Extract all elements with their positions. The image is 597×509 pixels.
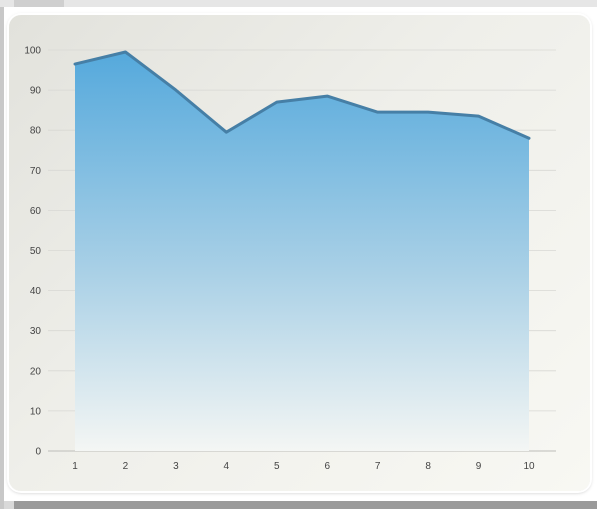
y-tick-label: 50 [30, 246, 42, 257]
x-tick-label: 7 [375, 461, 381, 472]
x-axis-ticks: 1 2 3 4 5 6 7 8 9 10 [72, 461, 535, 472]
x-tick-label: 10 [523, 461, 535, 472]
x-tick-label: 8 [425, 461, 431, 472]
top-strip-tab [14, 0, 64, 7]
x-tick-label: 5 [274, 461, 280, 472]
x-tick-label: 9 [476, 461, 482, 472]
y-axis-ticks: 0 10 20 30 40 50 60 70 80 90 100 [24, 46, 41, 458]
y-tick-label: 10 [30, 406, 42, 417]
x-tick-label: 4 [224, 461, 230, 472]
x-tick-label: 1 [72, 461, 78, 472]
series-line [73, 50, 531, 140]
y-tick-label: 0 [35, 447, 41, 458]
area-fill [75, 52, 529, 451]
y-tick-label: 100 [24, 46, 41, 57]
x-tick-label: 6 [324, 461, 330, 472]
left-edge [0, 7, 4, 509]
x-tick-label: 3 [173, 461, 179, 472]
y-tick-label: 80 [30, 126, 42, 137]
bottom-scroll-strip [14, 501, 597, 509]
y-tick-label: 30 [30, 326, 42, 337]
chart-card: 0 10 20 30 40 50 60 70 80 90 100 1 2 3 4 5 6 7 8 9 10 [9, 15, 590, 491]
area-chart: 0 10 20 30 40 50 60 70 80 90 100 1 2 3 4 5 6 7 8 9 10 [24, 46, 556, 472]
y-tick-label: 40 [30, 286, 42, 297]
y-tick-label: 20 [30, 366, 42, 377]
y-tick-label: 60 [30, 206, 42, 217]
y-tick-label: 70 [30, 166, 42, 177]
area-series [75, 52, 529, 451]
y-tick-label: 90 [30, 86, 42, 97]
series-line-path [73, 50, 531, 140]
x-tick-label: 2 [123, 461, 129, 472]
